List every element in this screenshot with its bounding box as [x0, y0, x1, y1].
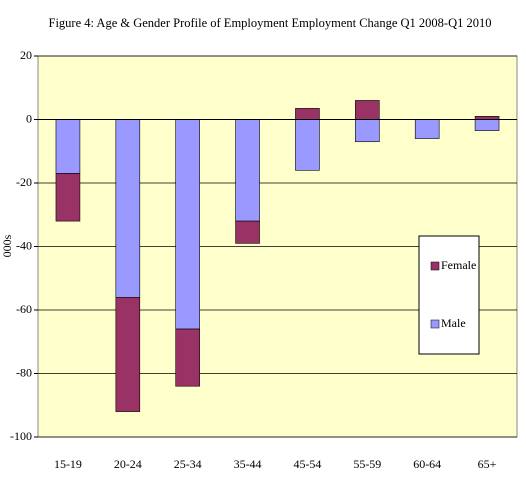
y-tick-label: 20 — [20, 48, 32, 62]
bar — [295, 119, 320, 171]
legend-label: Female — [441, 258, 476, 272]
bar — [55, 173, 81, 222]
x-tick-label: 25-34 — [174, 457, 202, 471]
bar — [414, 119, 440, 139]
y-axis-label: 000s — [0, 234, 14, 257]
x-tick-label: 55-59 — [353, 457, 381, 471]
y-tick-label: -60 — [16, 302, 32, 316]
x-tick-label: 35-44 — [234, 457, 262, 471]
x-tick-label: 45-54 — [293, 457, 321, 471]
legend-label: Male — [441, 316, 466, 330]
y-tick-label: 0 — [26, 111, 32, 125]
legend-swatch — [430, 319, 440, 329]
bar — [235, 220, 260, 244]
bar — [55, 119, 81, 174]
bar — [474, 119, 500, 131]
x-tick-label: 65+ — [478, 457, 497, 471]
chart-title: Figure 4: Age & Gender Profile of Employ… — [49, 16, 492, 30]
x-tick-label: 15-19 — [54, 457, 82, 471]
x-tick-label: 20-24 — [114, 457, 142, 471]
legend-box — [418, 235, 480, 355]
bar — [355, 119, 380, 143]
bar — [175, 119, 200, 330]
legend-swatch — [430, 261, 440, 271]
bar — [295, 108, 320, 120]
y-tick-label: -40 — [16, 238, 32, 252]
bar — [175, 328, 200, 387]
bar — [115, 296, 141, 412]
y-tick-label: -80 — [16, 365, 32, 379]
bar — [115, 119, 141, 298]
bar — [235, 119, 260, 222]
y-tick-label: -100 — [10, 429, 32, 443]
bar — [355, 100, 380, 120]
x-tick-label: 60-64 — [413, 457, 441, 471]
y-tick-label: -20 — [16, 175, 32, 189]
